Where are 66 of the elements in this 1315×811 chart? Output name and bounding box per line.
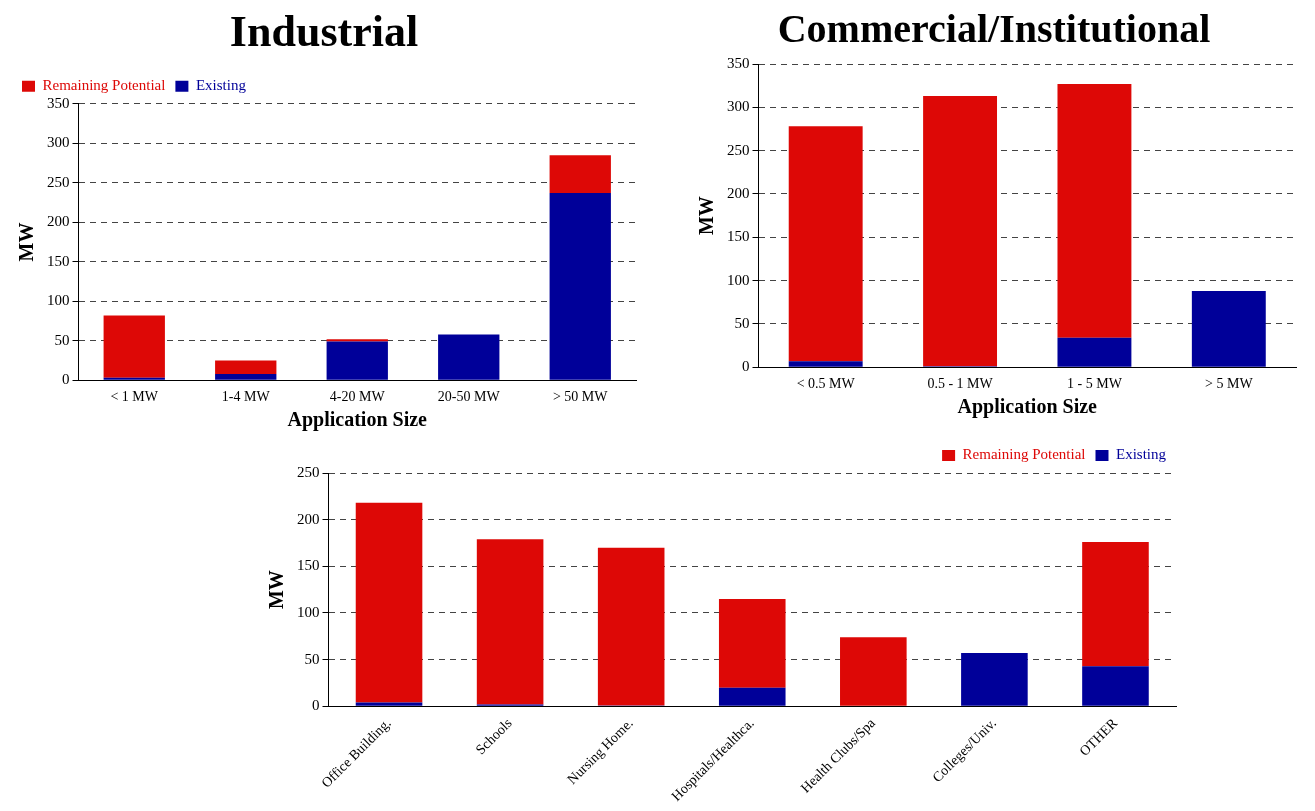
bar [1191,290,1266,367]
y-tick-label: 150 [727,228,750,245]
legend-label: Existing [195,77,247,94]
y-axis-title: MW [15,222,38,262]
legend-label: Remaining Potential [962,446,1086,463]
y-tick-label: 250 [297,463,320,480]
bar [788,126,863,362]
bar [103,315,165,378]
bar [215,360,277,374]
x-tick-label: 0.5 - 1 MW [927,376,994,392]
bar [1082,666,1149,706]
y-tick-label: 350 [727,54,750,71]
bar [355,702,423,706]
y-tick-label: 50 [304,650,320,667]
x-axis-title: Application Size [957,395,1098,419]
bar [326,341,388,380]
y-tick-label: 200 [727,184,750,201]
x-tick-label: 1-4 MW [221,389,271,405]
y-axis-title: MW [695,196,718,236]
y-tick-label: 0 [312,697,320,714]
bar [961,653,1028,706]
y-tick-label: 50 [54,331,70,348]
bar [476,539,544,705]
x-tick-label: > 50 MW [552,389,609,405]
y-tick-label: 50 [734,314,750,331]
bar [1057,337,1132,367]
y-tick-label: 350 [47,94,70,111]
bar [718,687,786,706]
y-tick-label: 300 [727,98,750,115]
bar [215,373,277,380]
y-tick-label: 0 [62,371,70,388]
legend-label: Existing [1116,446,1167,463]
bar [1082,542,1149,667]
y-tick-label: 150 [297,557,320,574]
y-tick-label: 100 [727,271,750,288]
chart-title: Commercial/Institutional [777,6,1211,52]
chart-title: Industrial [229,6,419,56]
y-tick-label: 100 [47,292,70,309]
x-tick-label: 20-50 MW [437,389,501,405]
bar [788,361,863,367]
y-tick-label: 200 [297,510,320,527]
bar [438,334,500,380]
y-tick-label: 200 [47,213,70,230]
bar [326,339,388,342]
x-tick-label: 1 - 5 MW [1067,376,1123,392]
bar [549,193,611,380]
y-tick-label: 0 [742,358,750,375]
y-tick-label: 300 [47,134,70,151]
legend-label: Remaining Potential [42,77,166,94]
x-axis-title: Application Size [287,408,428,432]
y-axis-title: MW [265,570,288,610]
x-tick-label: > 5 MW [1205,376,1254,392]
bar [1057,83,1132,338]
x-tick-label: < 1 MW [110,389,159,405]
y-tick-label: 150 [47,252,70,269]
bar [549,155,611,194]
x-tick-label: 4-20 MW [329,389,386,405]
bar [923,96,998,367]
y-tick-label: 250 [727,141,750,158]
x-tick-label: < 0.5 MW [796,376,856,392]
bar [718,598,786,688]
y-tick-label: 100 [297,603,320,620]
bar [355,502,423,703]
y-tick-label: 250 [47,173,70,190]
bar [840,637,907,706]
bar [597,547,665,706]
